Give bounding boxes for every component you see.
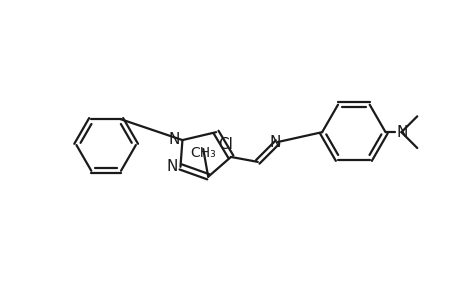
Text: CH₃: CH₃	[190, 146, 216, 160]
Text: Cl: Cl	[218, 137, 232, 152]
Text: N: N	[396, 125, 407, 140]
Text: N: N	[269, 135, 280, 150]
Text: N: N	[168, 132, 179, 147]
Text: N: N	[166, 159, 177, 174]
